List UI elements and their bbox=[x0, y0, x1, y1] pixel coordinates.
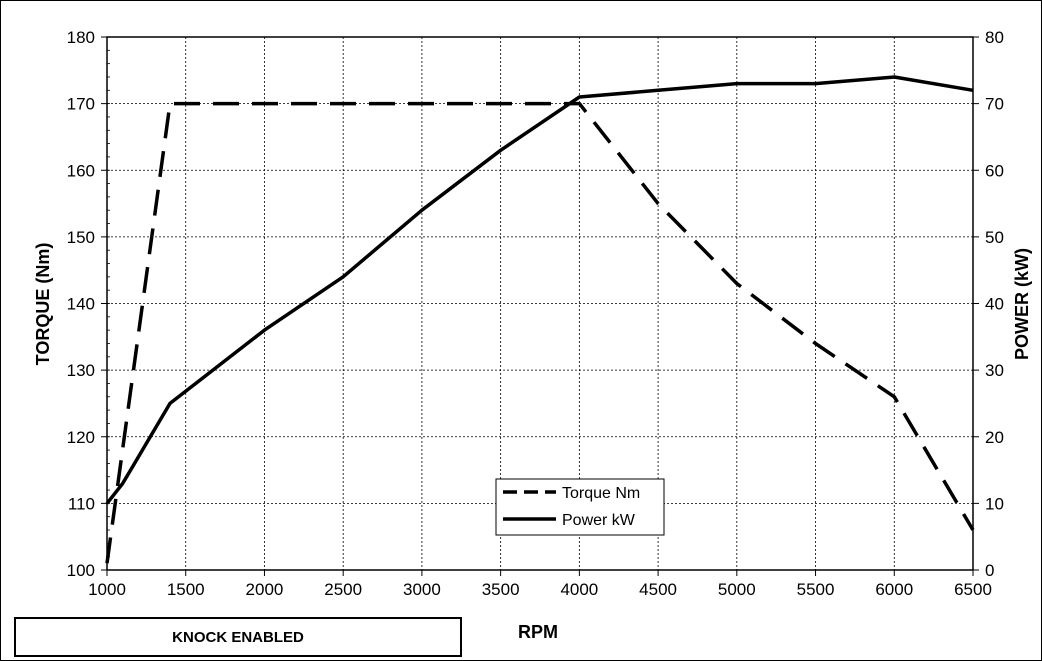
y-tick-label: 110 bbox=[68, 494, 95, 513]
x-tick-label: 2500 bbox=[324, 580, 362, 599]
legend-torque-label: Torque Nm bbox=[562, 485, 640, 502]
x-tick-label: 3500 bbox=[482, 580, 520, 599]
series-lines bbox=[105, 75, 975, 564]
y-tick-label: 140 bbox=[67, 295, 95, 314]
legend-power-label: Power kW bbox=[562, 512, 636, 529]
x-tick-label: 6500 bbox=[954, 580, 992, 599]
y2-tick-label: 60 bbox=[985, 161, 1004, 180]
y2-tick-label: 80 bbox=[985, 28, 1004, 47]
y-tick-label: 180 bbox=[67, 28, 95, 47]
y2-axis-title: POWER (kW) bbox=[1012, 248, 1032, 360]
x-tick-label: 4500 bbox=[639, 580, 677, 599]
y2-tick-label: 50 bbox=[985, 228, 1004, 247]
y-tick-label: 130 bbox=[67, 361, 95, 380]
y2-tick-label: 20 bbox=[985, 428, 1004, 447]
y2-tick-label: 30 bbox=[985, 361, 1004, 380]
y-tick-label: 120 bbox=[67, 428, 95, 447]
y-tick-label: 150 bbox=[67, 228, 95, 247]
y-tick-label: 160 bbox=[67, 161, 95, 180]
x-tick-label: 6000 bbox=[875, 580, 913, 599]
x-tick-label: 2000 bbox=[246, 580, 284, 599]
x-tick-label: 5000 bbox=[718, 580, 756, 599]
y-tick-label: 170 bbox=[67, 95, 95, 114]
y-tick-label: 100 bbox=[67, 561, 95, 580]
y-tick-labels: 100 110 120 130 140 150 160 170 180 bbox=[67, 28, 95, 580]
power-line bbox=[105, 75, 974, 505]
x-tick-label: 4000 bbox=[560, 580, 598, 599]
y-axis-title: TORQUE (Nm) bbox=[33, 243, 53, 366]
knock-enabled-label: KNOCK ENABLED bbox=[172, 628, 304, 646]
y2-tick-labels: 0 10 20 30 40 50 60 70 80 bbox=[985, 28, 1004, 580]
x-tick-label: 1500 bbox=[167, 580, 205, 599]
torque-line bbox=[105, 101, 975, 564]
legend-box bbox=[495, 478, 665, 536]
y2-tick-label: 70 bbox=[985, 95, 1004, 114]
legend: Torque Nm Power kW bbox=[495, 478, 665, 536]
x-tick-label: 5500 bbox=[797, 580, 835, 599]
y2-tick-label: 0 bbox=[985, 561, 994, 580]
x-tick-label: 1000 bbox=[88, 580, 126, 599]
knock-enabled-box: KNOCK ENABLED bbox=[14, 617, 462, 657]
y2-tick-label: 40 bbox=[985, 295, 1004, 314]
x-tick-labels: 1000 1500 2000 2500 3000 3500 4000 4500 5000 5500… bbox=[88, 580, 992, 599]
x-axis-title: RPM bbox=[518, 622, 558, 642]
x-tick-label: 3000 bbox=[403, 580, 441, 599]
plot-area-border bbox=[106, 36, 974, 571]
y2-tick-label: 10 bbox=[985, 494, 1004, 513]
